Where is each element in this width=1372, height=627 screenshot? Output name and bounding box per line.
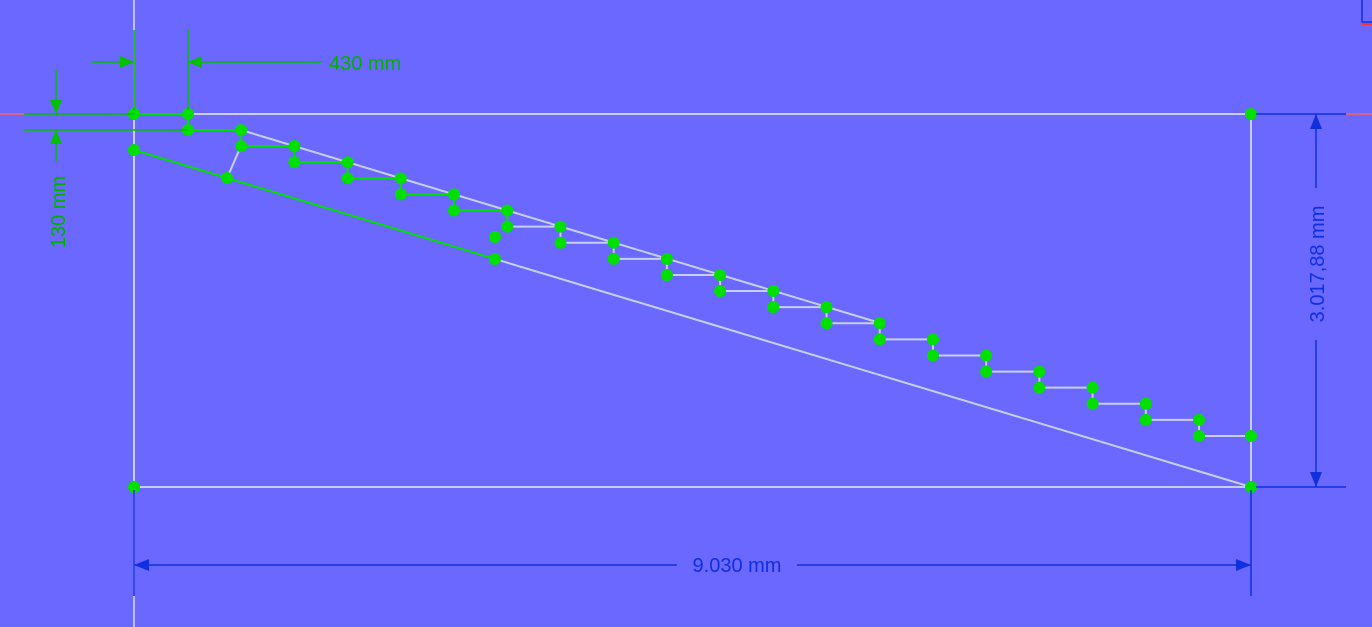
stair-vertex[interactable]: [554, 236, 567, 249]
stair-vertex[interactable]: [1139, 413, 1152, 426]
top-offset-label[interactable]: 430 mm: [329, 53, 401, 75]
stair-vertex[interactable]: [607, 252, 620, 265]
stair-vertex[interactable]: [288, 156, 301, 169]
stair-vertex[interactable]: [1193, 413, 1205, 426]
bounding-rectangle[interactable]: [133, 113, 1252, 488]
corner-handle-icon[interactable]: [1361, 0, 1372, 25]
stair-vertex[interactable]: [660, 268, 673, 281]
stair-vertex[interactable]: [448, 204, 461, 217]
stair-vertex[interactable]: [980, 365, 993, 378]
stair-vertex[interactable]: [1033, 381, 1046, 394]
stair-vertex[interactable]: [767, 285, 780, 298]
left-offset-arrow-bottom: [50, 130, 62, 144]
vertex[interactable]: [1245, 108, 1257, 120]
stair-vertex[interactable]: [660, 252, 673, 265]
vertex[interactable]: [489, 253, 501, 265]
stair-vertex[interactable]: [501, 220, 514, 233]
width-dimension-label[interactable]: 9.030 mm: [693, 555, 782, 577]
stringer-left[interactable]: [133, 149, 228, 179]
stair-vertex[interactable]: [1033, 365, 1046, 378]
left-offset-dimension[interactable]: 130 mm: [24, 70, 188, 248]
top-offset-arrow-left: [120, 56, 134, 68]
vertex[interactable]: [182, 108, 194, 120]
stair-vertex[interactable]: [873, 333, 886, 346]
vertex[interactable]: [1245, 430, 1257, 442]
left-offset-label[interactable]: 130 mm: [48, 176, 70, 248]
stair-vertex[interactable]: [820, 301, 833, 314]
stair-vertex[interactable]: [873, 317, 886, 330]
stair-vertex[interactable]: [1086, 381, 1099, 394]
vertex[interactable]: [128, 481, 140, 493]
vertices[interactable]: [128, 108, 1257, 493]
stair-vertex[interactable]: [1086, 397, 1099, 410]
vertex[interactable]: [489, 231, 501, 243]
stair-vertex[interactable]: [554, 220, 567, 233]
width-arrow-right: [1236, 559, 1251, 571]
lower-diagonal[interactable]: [494, 258, 1252, 488]
height-arrow-bottom: [1310, 472, 1322, 487]
stair-vertex[interactable]: [341, 172, 354, 185]
height-dimension[interactable]: 3.017,88 mm: [1256, 113, 1346, 488]
stringer-main[interactable]: [226, 177, 496, 260]
stair-vertex[interactable]: [448, 188, 461, 201]
top-offset-dimension[interactable]: 430 mm: [92, 30, 401, 110]
vertex[interactable]: [221, 172, 233, 184]
stair-vertex[interactable]: [394, 172, 407, 185]
vertex[interactable]: [128, 144, 140, 156]
stair-vertex[interactable]: [767, 301, 780, 314]
width-dimension[interactable]: 9.030 mm: [133, 490, 1252, 596]
stair-vertex[interactable]: [501, 204, 514, 217]
stair-vertex[interactable]: [1193, 430, 1205, 442]
stair-vertex[interactable]: [607, 236, 620, 249]
top-offset-arrow-right: [188, 56, 202, 68]
stair-vertex[interactable]: [288, 140, 301, 153]
stair-vertex[interactable]: [926, 333, 939, 346]
height-dimension-label[interactable]: 3.017,88 mm: [1307, 206, 1329, 323]
stair-vertex[interactable]: [341, 156, 354, 169]
height-arrow-top: [1310, 114, 1322, 129]
guide-lines[interactable]: [240, 129, 1252, 488]
left-offset-arrow-top: [50, 100, 62, 114]
stair-vertex[interactable]: [714, 285, 727, 298]
stair-vertex[interactable]: [394, 188, 407, 201]
stair-vertex[interactable]: [820, 317, 833, 330]
width-arrow-left: [134, 559, 149, 571]
stair-vertex[interactable]: [235, 124, 248, 136]
stair-vertex[interactable]: [926, 349, 939, 362]
stair-vertex[interactable]: [980, 349, 993, 362]
vertex[interactable]: [1245, 481, 1257, 493]
stair-vertex[interactable]: [714, 268, 727, 281]
stair-vertex[interactable]: [235, 140, 248, 153]
stair-vertex[interactable]: [1139, 397, 1152, 410]
